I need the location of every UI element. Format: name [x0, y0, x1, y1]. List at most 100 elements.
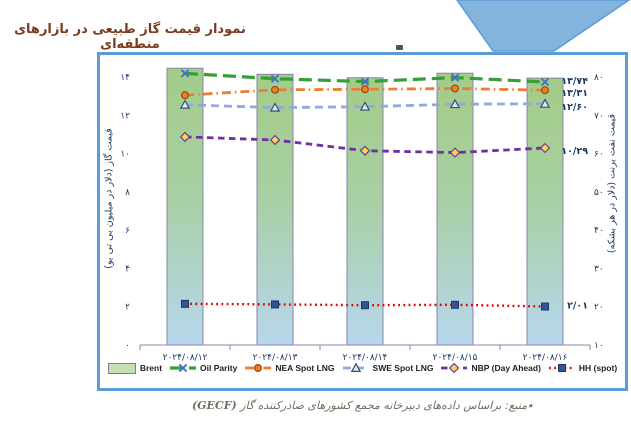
marker [269, 134, 281, 146]
right-axis-title: قیمت نفت برنت (دلار در هر بشکه) [606, 113, 618, 254]
legend-item-swe-spot-lng: SWE Spot LNG [342, 362, 434, 374]
legend-swatch-oil-parity [170, 363, 197, 373]
value-label-nea-spot-lng: ۱۳/۳۱ [561, 88, 588, 99]
markers-swe-spot-lng [179, 98, 551, 112]
legend-label: Brent [139, 363, 163, 373]
legend-swatch-swe-spot-lng [342, 362, 369, 372]
marker [557, 364, 566, 372]
marker [254, 363, 263, 373]
source-acronym: (GECF) [191, 399, 237, 412]
legend-label: HH (spot) [578, 363, 618, 373]
chart-legend: Brent Oil Parity NEA Spot LNG SWE Spot LNG N… [102, 362, 623, 374]
right-tick-label: ۷۰ [594, 111, 604, 121]
left-tick-label: ۸ [125, 188, 130, 198]
left-tick-label: ۱۴ [120, 73, 130, 83]
legend-label: Oil Parity [200, 363, 238, 373]
x-tick-label: ۲۰۲۴/۰۸/۱۶ [523, 353, 568, 363]
legend-item-hh-spot: HH (spot) [548, 362, 618, 374]
right-tick-label: ۱۰ [594, 341, 604, 351]
markers-oil-parity [180, 69, 550, 87]
chart-plot: ۰ ۲ ۴ ۶ ۸ ۱۰ ۱۲ ۱۴ ۱۰ ۲۰ ۳۰ ۴۰ ۵۰ ۶۰ ۷۰ ۸۰ ۲۰۲۴/۰۸/۱۲ ۲۰۲… [120, 67, 604, 363]
right-tick-label: ۳۰ [594, 264, 604, 274]
top-border-mark [396, 45, 403, 50]
x-tick-label: ۲۰۲۴/۰۸/۱۲ [163, 353, 208, 363]
value-label-hh-spot: ۲/۰۱ [567, 301, 588, 312]
value-label-oil-parity: ۱۳/۷۴ [561, 76, 588, 87]
left-axis-title: قیمت گاز (دلار در میلیون بی تی یو) [103, 128, 115, 269]
value-label-swe-spot-lng: ۱۲/۶۰ [561, 102, 588, 113]
axis-tick-labels: ۰ ۲ ۴ ۶ ۸ ۱۰ ۱۲ ۱۴ ۱۰ ۲۰ ۳۰ ۴۰ ۵۰ ۶۰ ۷۰ ۸۰ ۲۰۲۴/۰۸/۱۲ ۲۰۲… [120, 73, 603, 363]
marker [361, 85, 370, 94]
funnel-decoration [456, 0, 631, 52]
marker [350, 362, 361, 372]
legend-item-nbp-day-ahead: NBP (Day Ahead) [441, 362, 541, 374]
bar-brent [256, 73, 294, 346]
legend-swatch-hh-spot [548, 364, 575, 372]
marker [181, 299, 189, 308]
marker [449, 98, 461, 109]
marker [539, 98, 551, 108]
right-tick-label: ۴۰ [594, 226, 604, 236]
marker [271, 85, 280, 94]
left-tick-label: ۰ [125, 341, 130, 351]
legend-label: SWE Spot LNG [372, 363, 434, 373]
x-tick-label: ۲۰۲۴/۰۸/۱۳ [253, 353, 298, 363]
left-tick-label: ۲ [125, 303, 130, 313]
marker [541, 302, 549, 311]
source-text: ٭منبع: براساس داده‌های دبیرخانه مجمع کشو… [240, 399, 534, 412]
right-tick-label: ۲۰ [594, 303, 604, 313]
marker [361, 301, 369, 310]
marker [539, 142, 551, 154]
marker [178, 363, 188, 373]
legend-swatch-nea-spot-lng [245, 363, 272, 373]
right-tick-label: ۵۰ [594, 188, 604, 198]
legend-item-nea-spot-lng: NEA Spot LNG [245, 362, 335, 374]
line-swe-spot-lng [184, 102, 546, 110]
marker [269, 102, 281, 112]
x-tick-label: ۲۰۲۴/۰۸/۱۴ [343, 353, 388, 363]
marker [359, 101, 371, 111]
source-note: ٭منبع: براساس داده‌های دبیرخانه مجمع کشو… [97, 399, 628, 412]
marker [179, 131, 191, 143]
marker [449, 362, 460, 374]
marker [360, 77, 370, 86]
right-tick-label: ۸۰ [594, 73, 604, 83]
marker [541, 86, 550, 95]
bar-series-brent [166, 67, 564, 346]
legend-label: NEA Spot LNG [275, 363, 335, 373]
funnel-shape [456, 0, 631, 52]
markers-nea-spot-lng [180, 84, 550, 100]
marker [540, 77, 550, 87]
chart-container: ۰ ۲ ۴ ۶ ۸ ۱۰ ۱۲ ۱۴ ۱۰ ۲۰ ۳۰ ۴۰ ۵۰ ۶۰ ۷۰ ۸۰ ۲۰۲۴/۰۸/۱۲ ۲۰۲… [97, 52, 628, 391]
right-tick-label: ۶۰ [594, 150, 604, 160]
legend-swatch-nbp-day-ahead [441, 362, 468, 374]
value-label-nbp-day-ahead: ۱۰/۲۹ [561, 146, 588, 157]
marker [180, 69, 190, 78]
marker [270, 74, 280, 83]
marker [451, 300, 459, 309]
marker [359, 145, 371, 156]
bar-brent [346, 77, 384, 346]
marker [450, 73, 460, 82]
markers-hh-spot [181, 299, 549, 311]
left-tick-label: ۱۰ [120, 150, 130, 160]
left-tick-label: ۱۲ [120, 111, 130, 121]
legend-item-oil-parity: Oil Parity [170, 362, 237, 374]
marker [271, 300, 279, 309]
marker [179, 99, 191, 109]
bar-brent [166, 67, 204, 346]
left-tick-label: ۴ [125, 264, 130, 274]
legend-item-brent: Brent [107, 362, 163, 374]
legend-label: NBP (Day Ahead) [471, 363, 541, 373]
marker [451, 84, 460, 93]
marker [180, 91, 189, 100]
left-tick-label: ۶ [125, 226, 130, 236]
page-title: نمودار قیمت گاز طبیعی در بازارهای منطقه‌… [14, 22, 246, 52]
bar-brent [436, 72, 474, 346]
x-axis [139, 344, 591, 350]
marker [449, 147, 461, 158]
markers-nbp-day-ahead [179, 131, 551, 158]
legend-swatch-brent [107, 362, 136, 374]
x-tick-label: ۲۰۲۴/۰۸/۱۵ [433, 353, 478, 363]
